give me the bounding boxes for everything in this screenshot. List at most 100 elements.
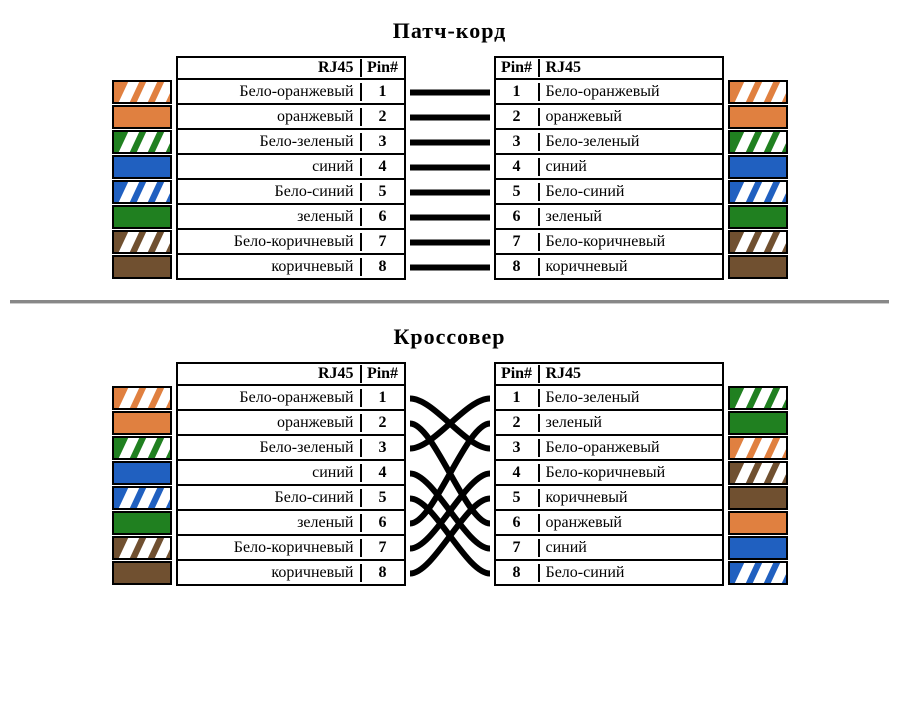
- color-name-label: Бело-оранжевый: [178, 83, 360, 101]
- color-name-label: Бело-зеленый: [540, 389, 722, 407]
- color-name-label: Бело-коричневый: [178, 233, 360, 251]
- pin-number-label: 8: [360, 564, 404, 582]
- color-swatch: [112, 180, 172, 204]
- header-pin-label: Pin#: [496, 59, 540, 77]
- pin-number-label: 1: [496, 83, 540, 101]
- pin-number-label: 2: [360, 414, 404, 432]
- pin-number-label: 5: [360, 489, 404, 507]
- header-rj45-label: RJ45: [178, 365, 360, 383]
- table-row: зеленый6: [176, 511, 406, 536]
- pin-number-label: 6: [496, 208, 540, 226]
- header-rj45-label: RJ45: [540, 59, 722, 77]
- pin-number-label: 4: [360, 158, 404, 176]
- pin-number-label: 4: [496, 464, 540, 482]
- color-swatch: [112, 105, 172, 129]
- pin-number-label: 1: [360, 389, 404, 407]
- section-divider: [10, 300, 889, 304]
- pin-number-label: 7: [496, 539, 540, 557]
- color-swatch: [112, 411, 172, 435]
- table-row: Бело-коричневый7: [176, 536, 406, 561]
- table-row: Бело-оранжевый1: [176, 80, 406, 105]
- table-row: Бело-оранжевый1: [176, 386, 406, 411]
- pin-number-label: 7: [360, 233, 404, 251]
- color-swatch: [728, 205, 788, 229]
- patch-right-swatches: [728, 80, 788, 280]
- pin-number-label: 7: [360, 539, 404, 557]
- table-row: 2зеленый: [494, 411, 724, 436]
- pin-number-label: 3: [496, 133, 540, 151]
- color-name-label: Бело-коричневый: [540, 233, 722, 251]
- pin-number-label: 8: [360, 258, 404, 276]
- header-pin-label: Pin#: [496, 365, 540, 383]
- crossover-left-header: RJ45 Pin#: [176, 362, 406, 386]
- color-name-label: синий: [178, 464, 360, 482]
- patch-right-header: Pin# RJ45: [494, 56, 724, 80]
- table-row: 4Бело-коричневый: [494, 461, 724, 486]
- header-rj45-label: RJ45: [178, 59, 360, 77]
- color-name-label: синий: [178, 158, 360, 176]
- table-row: зеленый6: [176, 205, 406, 230]
- pin-number-label: 2: [496, 108, 540, 126]
- color-name-label: Бело-оранжевый: [540, 439, 722, 457]
- color-swatch: [728, 386, 788, 410]
- color-name-label: оранжевый: [540, 514, 722, 532]
- table-row: оранжевый2: [176, 411, 406, 436]
- table-row: 6оранжевый: [494, 511, 724, 536]
- color-name-label: Бело-синий: [178, 489, 360, 507]
- color-name-label: зеленый: [178, 514, 360, 532]
- color-name-label: Бело-зеленый: [540, 133, 722, 151]
- color-swatch: [112, 155, 172, 179]
- color-name-label: коричневый: [178, 258, 360, 276]
- patch-title: Патч-корд: [10, 18, 889, 44]
- color-name-label: оранжевый: [178, 108, 360, 126]
- table-row: 1Бело-зеленый: [494, 386, 724, 411]
- pin-number-label: 6: [360, 208, 404, 226]
- pin-number-label: 5: [496, 183, 540, 201]
- table-row: 5коричневый: [494, 486, 724, 511]
- table-row: 1Бело-оранжевый: [494, 80, 724, 105]
- color-swatch: [728, 561, 788, 585]
- table-row: 6зеленый: [494, 205, 724, 230]
- table-row: оранжевый2: [176, 105, 406, 130]
- pin-number-label: 5: [360, 183, 404, 201]
- table-row: 3Бело-оранжевый: [494, 436, 724, 461]
- color-name-label: Бело-оранжевый: [540, 83, 722, 101]
- color-name-label: коричневый: [178, 564, 360, 582]
- pin-number-label: 5: [496, 489, 540, 507]
- color-swatch: [728, 105, 788, 129]
- crossover-title: Кроссовер: [10, 324, 889, 350]
- color-swatch: [728, 130, 788, 154]
- color-name-label: коричневый: [540, 489, 722, 507]
- table-row: 4синий: [494, 155, 724, 180]
- color-swatch: [112, 386, 172, 410]
- table-row: 7синий: [494, 536, 724, 561]
- crossover-wires: [410, 386, 490, 586]
- pin-number-label: 1: [496, 389, 540, 407]
- color-name-label: синий: [540, 158, 722, 176]
- color-swatch: [728, 230, 788, 254]
- color-name-label: Бело-зеленый: [178, 439, 360, 457]
- table-row: Бело-синий5: [176, 180, 406, 205]
- pin-number-label: 4: [360, 464, 404, 482]
- color-name-label: коричневый: [540, 258, 722, 276]
- table-row: 8коричневый: [494, 255, 724, 280]
- pin-number-label: 2: [496, 414, 540, 432]
- color-swatch: [728, 80, 788, 104]
- color-swatch: [112, 486, 172, 510]
- color-name-label: Бело-синий: [178, 183, 360, 201]
- crossover-left-swatches: [112, 386, 172, 586]
- pin-number-label: 4: [496, 158, 540, 176]
- color-name-label: Бело-коричневый: [178, 539, 360, 557]
- color-name-label: оранжевый: [178, 414, 360, 432]
- table-row: Бело-коричневый7: [176, 230, 406, 255]
- table-row: 8Бело-синий: [494, 561, 724, 586]
- header-pin-label: Pin#: [360, 365, 404, 383]
- table-row: Бело-зеленый3: [176, 436, 406, 461]
- patch-diagram: RJ45 Pin# Бело-оранжевый1оранжевый2Бело-…: [10, 56, 889, 280]
- patch-right-table: Pin# RJ45 1Бело-оранжевый2оранжевый3Бело…: [494, 56, 724, 280]
- color-swatch: [728, 511, 788, 535]
- pin-number-label: 1: [360, 83, 404, 101]
- pin-number-label: 8: [496, 258, 540, 276]
- color-swatch: [112, 461, 172, 485]
- color-swatch: [112, 80, 172, 104]
